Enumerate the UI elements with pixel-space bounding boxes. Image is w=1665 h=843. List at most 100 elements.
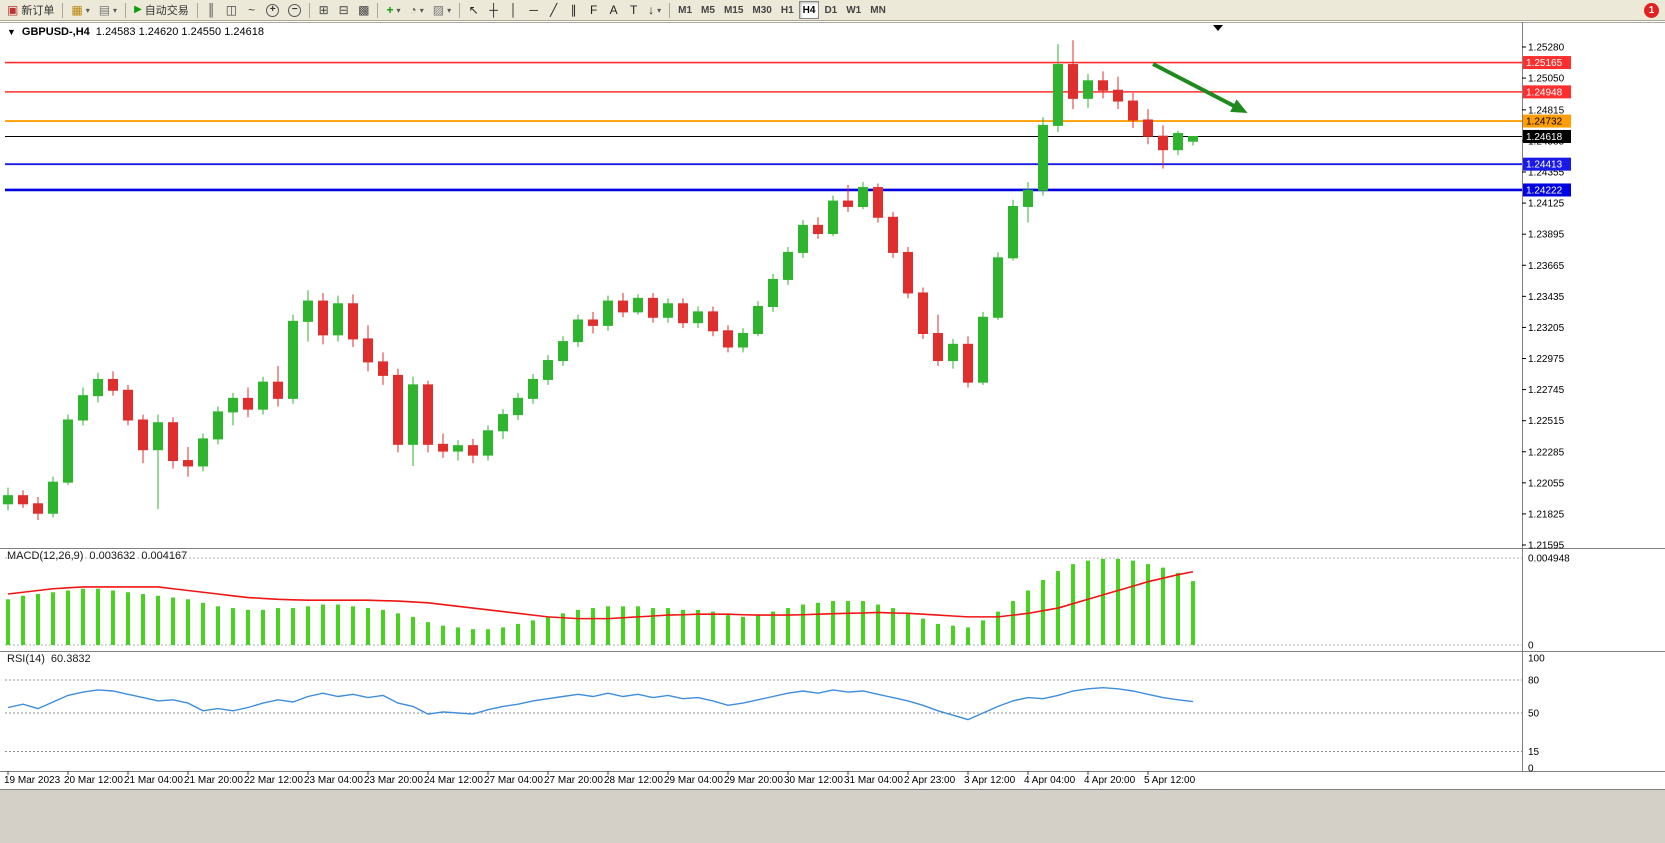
rsi-name: RSI(14) (7, 653, 45, 665)
price-line-badges: 1.25165 1.24948 1.24732 1.24618 1.24413 1.242… (1523, 56, 1571, 197)
new-chart-icon: ▦ (71, 3, 83, 17)
time-axis-label: 23 Mar 20:00 (364, 775, 423, 786)
time-axis-label: 21 Mar 20:00 (184, 775, 243, 786)
arrange-windows-icon: ⊟ (338, 3, 349, 17)
chevron-down-icon: ▾ (396, 5, 401, 15)
profiles-button[interactable]: ▤ ▾ (95, 1, 121, 19)
macd-axis-label: 0.004948 (1528, 554, 1570, 565)
price-axis-label: 1.25050 (1528, 74, 1565, 85)
toolbar-separator (125, 2, 127, 18)
cursor-tool-button[interactable]: ↖ (464, 1, 483, 19)
crosshair-tool-button[interactable]: ┼ (484, 1, 503, 19)
rsi-axis-label: 100 (1528, 654, 1545, 665)
toolbar-separator (377, 2, 379, 18)
time-axis: 19 Mar 2023 20 Mar 12:00 21 Mar 04:00 21 Ma… (4, 771, 1196, 786)
notification-badge[interactable]: 1 (1644, 3, 1659, 18)
chart-shift-marker-icon[interactable] (1213, 25, 1223, 31)
price-axis-label: 1.25280 (1528, 43, 1565, 54)
candlesticks (3, 40, 1198, 520)
timeframe-m1-button[interactable]: M1 (674, 1, 696, 19)
timeframe-mn-button[interactable]: MN (866, 1, 890, 19)
new-chart-button[interactable]: ▦ ▾ (67, 1, 93, 19)
macd-signal-line (7, 570, 1194, 620)
toolbar-separator (669, 2, 671, 18)
timeframe-m15-button[interactable]: M15 (720, 1, 747, 19)
trendline-tool-button[interactable]: ╱ (544, 1, 563, 19)
toolbar-separator (459, 2, 461, 18)
time-axis-label: 4 Apr 04:00 (1024, 775, 1076, 786)
time-axis-label: 27 Mar 20:00 (544, 775, 603, 786)
arrows-tool-button[interactable]: ↓ ▾ (644, 1, 665, 19)
new-order-button[interactable]: ▣ 新订单 (3, 1, 58, 19)
chevron-down-icon: ▾ (657, 5, 662, 15)
rsi-axis-label: 0 (1528, 764, 1534, 775)
tile-windows-icon: ⊞ (318, 3, 329, 17)
timeframe-h4-button[interactable]: H4 (798, 1, 820, 19)
rsi-value: 60.3832 (50, 653, 91, 665)
vertical-line-tool-button[interactable]: │ (504, 1, 523, 19)
price-axis-label: 1.22975 (1528, 354, 1565, 365)
fibonacci-tool-button[interactable]: F (584, 1, 603, 19)
price-axis-label: 1.23205 (1528, 323, 1565, 334)
price-axis-label: 1.23435 (1528, 292, 1565, 303)
price-axis-label: 1.23895 (1528, 230, 1565, 241)
chart-symbol-period: GBPUSD-,H4 (21, 26, 90, 38)
horizontal-price-lines[interactable] (5, 61, 1522, 192)
chart-ohlc-quote: 1.24583 1.24620 1.24550 1.24618 (95, 26, 264, 38)
macd-axis-label: 0 (1528, 641, 1534, 652)
autotrading-button[interactable]: ▶ 自动交易 (130, 1, 193, 19)
time-axis-label: 30 Mar 12:00 (784, 775, 843, 786)
timeframe-m5-button[interactable]: M5 (697, 1, 719, 19)
macd-histogram (6, 558, 1195, 645)
zoom-in-button[interactable]: + (262, 1, 283, 19)
timeframe-h1-button[interactable]: H1 (777, 1, 798, 19)
price-axis-label: 1.24125 (1528, 199, 1565, 210)
new-order-label: 新订单 (21, 5, 55, 17)
time-axis-label: 28 Mar 12:00 (604, 775, 663, 786)
new-order-icon: ▣ (7, 3, 19, 17)
cascade-windows-button[interactable]: ▩ (354, 1, 373, 19)
line-chart-icon: ~ (248, 3, 256, 17)
time-axis-label: 2 Apr 23:00 (904, 775, 956, 786)
channel-tool-button[interactable]: ∥ (564, 1, 583, 19)
templates-button[interactable]: ▨ ▾ (429, 1, 455, 19)
macd-name: MACD(12,26,9) (7, 550, 84, 562)
zoom-out-button[interactable]: − (284, 1, 305, 19)
vertical-line-icon: │ (509, 3, 518, 17)
profiles-icon: ▤ (98, 3, 111, 17)
candlestick-chart-button[interactable]: ◫ (222, 1, 241, 19)
price-axis-label: 1.23665 (1528, 261, 1565, 272)
trendline-icon: ╱ (549, 3, 558, 17)
label-tool-button[interactable]: T (624, 1, 643, 19)
trend-arrow-annotation[interactable] (1152, 62, 1248, 113)
arrange-windows-button[interactable]: ⊟ (334, 1, 353, 19)
indicators-button[interactable]: + ▾ (382, 1, 404, 19)
time-axis-label: 29 Mar 04:00 (664, 775, 723, 786)
bar-chart-button[interactable]: ║ (202, 1, 221, 19)
time-axis-label: 31 Mar 04:00 (844, 775, 903, 786)
horizontal-line-tool-button[interactable]: ─ (524, 1, 543, 19)
arrow-tool-icon: ↓ (648, 3, 655, 17)
price-axis-label: 1.24815 (1528, 105, 1565, 116)
toolbar-separator (62, 2, 64, 18)
text-tool-button[interactable]: A (604, 1, 623, 19)
price-axis-label: 1.21595 (1528, 541, 1565, 552)
tile-windows-button[interactable]: ⊞ (314, 1, 333, 19)
time-axis-label: 22 Mar 12:00 (244, 775, 303, 786)
rsi-line (7, 686, 1194, 721)
toolbar-separator (196, 2, 198, 18)
chart-dropdown-icon[interactable]: ▼ (7, 27, 16, 37)
price-axis-label: 1.24355 (1528, 168, 1565, 179)
label-icon: T (629, 3, 638, 17)
price-badge-label: 1.24618 (1526, 132, 1563, 143)
autotrading-label: 自动交易 (144, 5, 189, 17)
timeframe-d1-button[interactable]: D1 (820, 1, 841, 19)
periods-button[interactable]: ◔ ▾ (405, 1, 427, 19)
timeframe-w1-button[interactable]: W1 (842, 1, 865, 19)
line-chart-button[interactable]: ~ (242, 1, 261, 19)
fibonacci-icon: F (589, 3, 598, 17)
timeframe-m30-button[interactable]: M30 (748, 1, 775, 19)
time-axis-label: 3 Apr 12:00 (964, 775, 1016, 786)
